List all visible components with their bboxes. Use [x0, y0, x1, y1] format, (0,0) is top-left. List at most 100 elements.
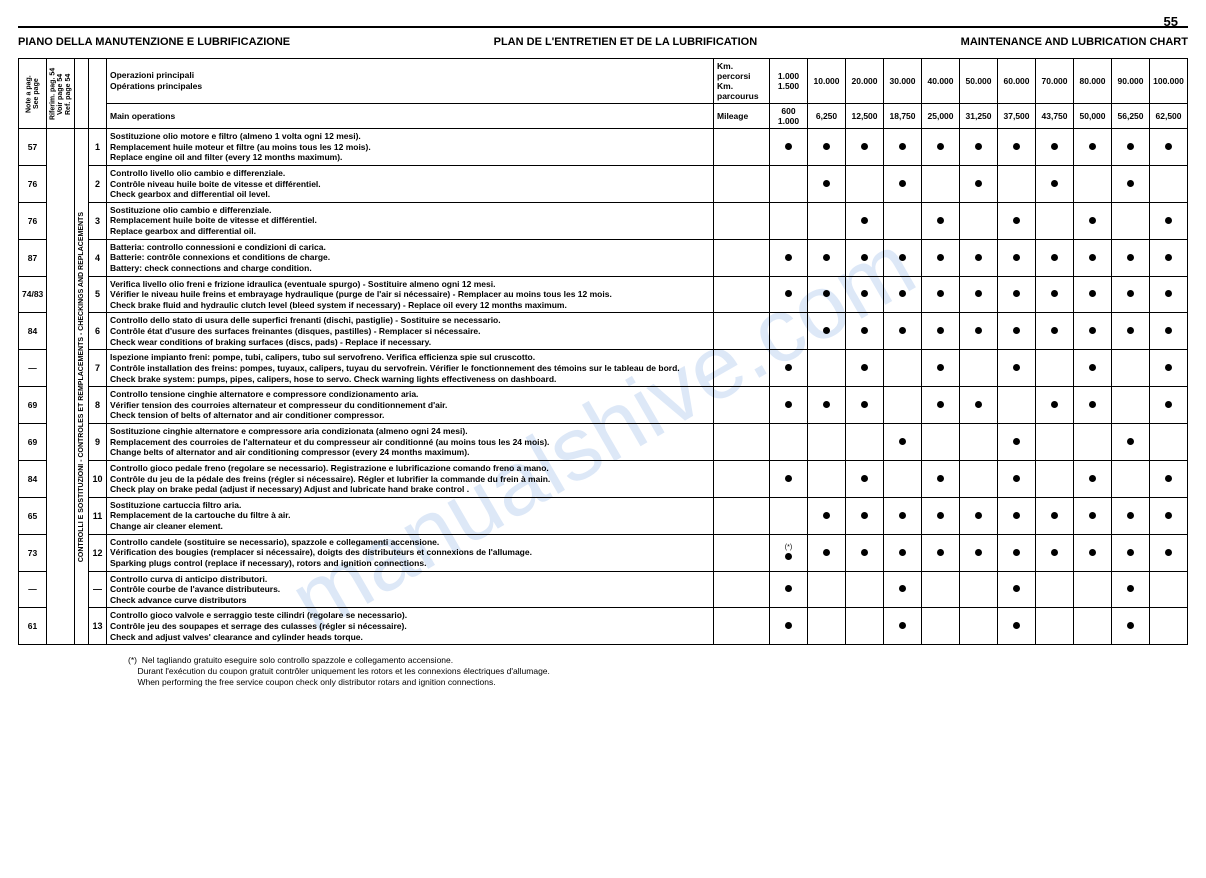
interval-cell — [808, 350, 846, 387]
dot-icon — [975, 327, 982, 334]
dot-icon — [861, 217, 868, 224]
dot-icon — [861, 290, 868, 297]
dot-icon — [823, 549, 830, 556]
dot-icon — [785, 254, 792, 261]
interval-cell — [770, 608, 808, 645]
interval-cell — [884, 239, 922, 276]
interval-cell — [922, 202, 960, 239]
interval-cell — [1112, 571, 1150, 608]
interval-cell — [808, 276, 846, 313]
interval-cell — [998, 350, 1036, 387]
interval-cell — [1074, 497, 1112, 534]
interval-cell — [922, 460, 960, 497]
interval-cell — [1036, 202, 1074, 239]
interval-cell — [1150, 313, 1188, 350]
kmh-cell — [714, 313, 770, 350]
interval-cell — [1036, 239, 1074, 276]
dot-icon — [1127, 585, 1134, 592]
interval-cell — [770, 460, 808, 497]
interval-cell — [884, 424, 922, 461]
interval-cell — [1074, 424, 1112, 461]
dot-icon — [937, 217, 944, 224]
interval-cell — [998, 129, 1036, 166]
dot-icon — [1165, 475, 1172, 482]
table-row: 6511Sostituzione cartuccia filtro aria.R… — [19, 497, 1188, 534]
interval-cell — [922, 129, 960, 166]
dot-icon — [1165, 401, 1172, 408]
interval-cell — [960, 534, 998, 571]
num-cell: 8 — [89, 387, 107, 424]
interval-cell — [922, 608, 960, 645]
dot-icon — [975, 512, 982, 519]
interval-cell — [808, 313, 846, 350]
title-fr: PLAN DE L'ENTRETIEN ET DE LA LUBRIFICATI… — [494, 36, 758, 48]
interval-cell — [884, 571, 922, 608]
interval-cell — [922, 276, 960, 313]
dot-icon — [1051, 401, 1058, 408]
note-cell: — — [19, 571, 47, 608]
hdr-num — [89, 59, 107, 129]
ops-cell: Controllo dello stato di usura delle sup… — [107, 313, 714, 350]
interval-cell — [1150, 350, 1188, 387]
kmh-cell — [714, 239, 770, 276]
dot-icon — [1013, 254, 1020, 261]
dot-icon — [899, 512, 906, 519]
hdr-km-2: 20.000 — [846, 59, 884, 104]
dot-icon — [861, 475, 868, 482]
dot-icon — [937, 364, 944, 371]
dot-icon — [1089, 401, 1096, 408]
interval-cell — [808, 497, 846, 534]
num-cell: 13 — [89, 608, 107, 645]
note-cell: 69 — [19, 387, 47, 424]
dot-icon — [899, 143, 906, 150]
hdr-mi-0: 6001.000 — [770, 104, 808, 129]
dot-icon — [1051, 290, 1058, 297]
interval-cell — [1074, 313, 1112, 350]
interval-cell — [1074, 129, 1112, 166]
interval-cell — [1150, 460, 1188, 497]
interval-cell — [1112, 202, 1150, 239]
interval-cell — [1036, 129, 1074, 166]
dot-icon — [861, 549, 868, 556]
dot-icon — [1127, 143, 1134, 150]
kmh-cell — [714, 608, 770, 645]
interval-cell — [808, 424, 846, 461]
title-en: MAINTENANCE AND LUBRICATION CHART — [961, 36, 1188, 48]
hdr-mi-4: 25,000 — [922, 104, 960, 129]
ops-cell: Sostituzione cartuccia filtro aria.Rempl… — [107, 497, 714, 534]
interval-cell — [770, 239, 808, 276]
dot-icon — [975, 180, 982, 187]
interval-cell — [922, 313, 960, 350]
ops-cell: Controllo gioco pedale freno (regolare s… — [107, 460, 714, 497]
hdr-mi-9: 56,250 — [1112, 104, 1150, 129]
dot-icon — [1127, 180, 1134, 187]
dot-icon — [1165, 254, 1172, 261]
interval-cell — [1112, 387, 1150, 424]
note-cell: 74/83 — [19, 276, 47, 313]
kmh-cell — [714, 424, 770, 461]
dot-icon — [937, 512, 944, 519]
table-row: 763Sostituzione olio cambio e differenzi… — [19, 202, 1188, 239]
interval-cell — [922, 387, 960, 424]
interval-cell — [1036, 608, 1074, 645]
interval-cell — [922, 424, 960, 461]
dot-icon — [1127, 512, 1134, 519]
interval-cell — [960, 571, 998, 608]
dot-icon — [1051, 327, 1058, 334]
table-row: 699Sostituzione cinghie alternatore e co… — [19, 424, 1188, 461]
dot-icon — [785, 401, 792, 408]
ops-cell: Controllo gioco valvole e serraggio test… — [107, 608, 714, 645]
dot-icon — [899, 622, 906, 629]
dot-icon — [937, 475, 944, 482]
hdr-km-1: 10.000 — [808, 59, 846, 104]
ref-cell — [47, 129, 75, 645]
dot-icon — [1089, 475, 1096, 482]
interval-cell — [1150, 424, 1188, 461]
interval-cell — [770, 387, 808, 424]
interval-cell — [1150, 571, 1188, 608]
ops-cell: Sostituzione cinghie alternatore e compr… — [107, 424, 714, 461]
ops-cell: Sostituzione olio motore e filtro (almen… — [107, 129, 714, 166]
interval-cell — [1112, 350, 1150, 387]
interval-cell — [846, 387, 884, 424]
kmh-cell — [714, 460, 770, 497]
